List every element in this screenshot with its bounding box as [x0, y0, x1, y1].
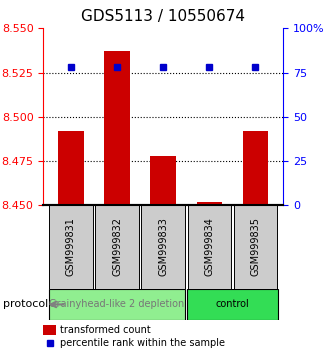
- Title: GDS5113 / 10550674: GDS5113 / 10550674: [81, 9, 245, 24]
- FancyBboxPatch shape: [95, 205, 139, 289]
- Text: GSM999834: GSM999834: [204, 217, 214, 276]
- Bar: [243, 131, 268, 205]
- FancyBboxPatch shape: [187, 289, 277, 320]
- FancyBboxPatch shape: [49, 289, 185, 320]
- Text: GSM999835: GSM999835: [250, 217, 260, 276]
- Bar: [104, 51, 130, 205]
- Bar: [43, 325, 57, 335]
- Text: control: control: [215, 299, 249, 309]
- Text: Grainyhead-like 2 depletion: Grainyhead-like 2 depletion: [49, 299, 185, 309]
- Bar: [58, 131, 84, 205]
- Bar: [196, 202, 222, 205]
- FancyBboxPatch shape: [187, 205, 231, 289]
- Text: percentile rank within the sample: percentile rank within the sample: [60, 338, 225, 348]
- Text: GSM999831: GSM999831: [66, 217, 76, 276]
- Text: GSM999833: GSM999833: [158, 217, 168, 276]
- FancyBboxPatch shape: [49, 205, 93, 289]
- Bar: [151, 156, 176, 205]
- Text: GSM999832: GSM999832: [112, 217, 122, 276]
- Text: transformed count: transformed count: [60, 325, 151, 335]
- FancyBboxPatch shape: [142, 205, 185, 289]
- FancyBboxPatch shape: [234, 205, 277, 289]
- Text: protocol: protocol: [3, 299, 49, 309]
